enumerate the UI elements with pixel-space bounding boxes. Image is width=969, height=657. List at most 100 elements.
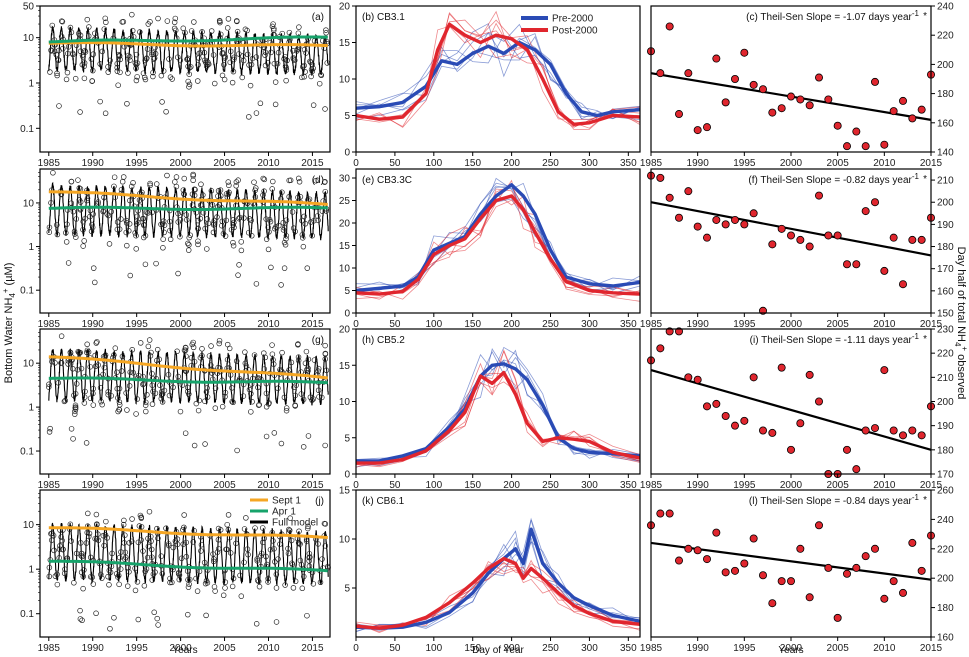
- observation-point: [238, 247, 245, 254]
- observation-point: [71, 392, 77, 399]
- observation-point: [100, 208, 106, 215]
- observation-point: [118, 186, 125, 193]
- right-ylabel-sup: +: [960, 346, 969, 351]
- observation-point: [243, 515, 249, 521]
- observation-point: [111, 352, 117, 358]
- observation-point: [64, 69, 71, 76]
- observation-point: [93, 511, 100, 518]
- panel-a: (a) 1985 1990 1995 2000 2005 2010 2015 50 10 1 0.1: [20, 2, 331, 169]
- y-tick-label: 10: [339, 397, 351, 408]
- panel-title-j: (j): [315, 496, 324, 507]
- year-point: [656, 69, 665, 78]
- mean-line-post-2000: [355, 22, 641, 126]
- y-tick-label: 0: [344, 148, 350, 159]
- observation-point: [191, 19, 197, 25]
- observation-point: [54, 222, 60, 228]
- observation-point: [85, 510, 91, 517]
- observation-point: [58, 534, 64, 540]
- observation-point: [190, 173, 196, 179]
- y-tick-label: 10: [23, 520, 35, 531]
- observation-point: [244, 51, 251, 58]
- year-point: [693, 126, 702, 135]
- observation-point: [105, 573, 111, 580]
- observation-point: [147, 353, 154, 359]
- observation-point: [78, 553, 85, 559]
- year-point: [861, 142, 870, 151]
- observation-point: [225, 526, 232, 533]
- observation-point: [260, 192, 266, 198]
- observation-point: [114, 60, 121, 67]
- observation-point: [175, 210, 181, 217]
- x-tick-label: 350: [620, 480, 637, 491]
- observation-point: [97, 61, 103, 67]
- observation-point: [204, 246, 210, 252]
- observation-point: [123, 229, 129, 236]
- observation-point: [136, 523, 143, 529]
- observation-point: [295, 354, 302, 360]
- year-point: [889, 233, 898, 242]
- observation-point: [265, 579, 271, 585]
- observation-point: [272, 79, 279, 85]
- observation-point: [190, 539, 196, 545]
- title-superscript: -1: [912, 172, 920, 181]
- observation-point: [167, 579, 173, 586]
- observation-point: [301, 573, 307, 580]
- observation-point: [181, 191, 187, 197]
- panel-frame-f: [650, 168, 932, 314]
- y-tick-label: 15: [339, 38, 351, 49]
- observation-point: [105, 212, 112, 219]
- observation-point: [183, 217, 190, 223]
- observation-point: [233, 358, 240, 364]
- observation-point: [263, 390, 270, 397]
- observation-point: [277, 541, 283, 547]
- observation-point: [228, 226, 235, 233]
- observation-point: [72, 406, 79, 412]
- observation-point: [140, 381, 146, 388]
- observation-point: [134, 213, 141, 220]
- observation-point: [305, 433, 312, 439]
- year-point: [871, 77, 880, 86]
- x-tick-label: 100: [425, 480, 442, 491]
- observation-point: [183, 353, 189, 359]
- observation-point: [70, 436, 76, 442]
- observation-point: [246, 62, 252, 68]
- right-ylabel-unit: observed: [955, 351, 967, 399]
- observation-point: [282, 56, 289, 63]
- observation-point: [52, 573, 59, 579]
- observation-point: [160, 236, 166, 242]
- observation-point: [301, 46, 308, 53]
- trend-line-apr-1: [48, 376, 328, 385]
- observation-point: [65, 44, 72, 50]
- panel-frame-g: [39, 328, 331, 475]
- year-point: [731, 75, 740, 84]
- y-tick-label: 1: [28, 565, 34, 576]
- observation-point: [322, 356, 328, 362]
- observation-point: [200, 192, 206, 198]
- observation-point: [118, 368, 125, 374]
- observation-point: [204, 385, 210, 391]
- observation-point: [149, 51, 155, 58]
- observation-point: [112, 345, 119, 351]
- observation-point: [148, 546, 155, 553]
- observation-point: [268, 264, 274, 271]
- panel-f: (f) Theil-Sen Slope = -0.82 days year-1 *…: [640, 168, 954, 330]
- observation-point: [303, 538, 310, 544]
- year-point: [787, 445, 796, 454]
- observation-point: [50, 170, 56, 176]
- x-tick-label: 2010: [873, 480, 896, 491]
- observation-point: [86, 530, 93, 537]
- x-tick-label: 2010: [257, 158, 280, 169]
- observation-point: [262, 354, 269, 361]
- observation-point: [263, 433, 270, 440]
- observation-point: [126, 569, 132, 575]
- observation-point: [49, 530, 55, 536]
- observation-point: [192, 187, 198, 193]
- observation-point: [64, 221, 70, 227]
- observation-point: [104, 211, 110, 217]
- observation-point: [47, 69, 53, 75]
- observation-point: [297, 194, 304, 200]
- y-tick-label: 190: [937, 220, 954, 231]
- y-tick-label: 20: [339, 325, 351, 336]
- observation-point: [76, 349, 82, 356]
- y-tick-label: 220: [937, 544, 954, 555]
